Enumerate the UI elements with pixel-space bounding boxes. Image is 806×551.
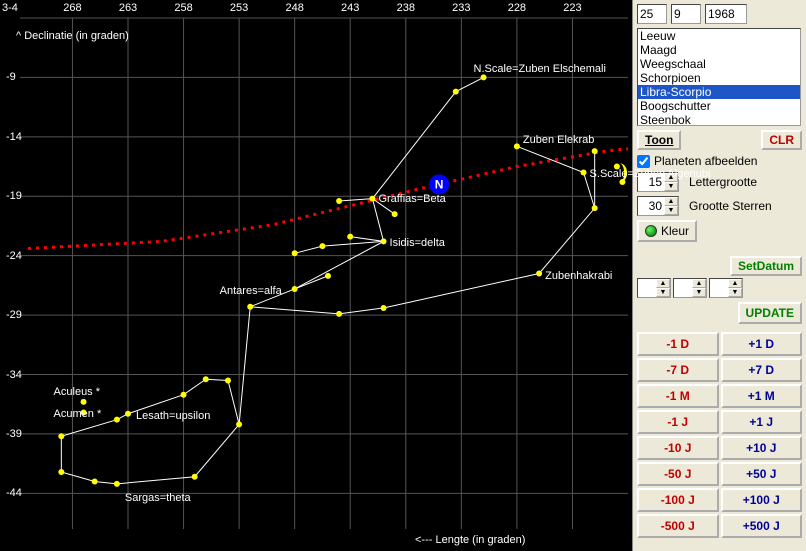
y-axis-label: ^ Declinatie (in graden)	[16, 30, 129, 42]
star-chart: N -9 -14 -19 -24 -29 -34 -39 -44 268 263 258 253 24…	[0, 0, 632, 551]
y-tick: -29	[6, 309, 22, 321]
nav-grid: -1 D+1 D-7 D+7 D-1 M+1 M-1 J+1 J-10 J+10…	[637, 332, 802, 538]
star-label: Isidis=delta	[390, 237, 445, 249]
nav-back-button[interactable]: -1 M	[637, 384, 719, 408]
nav-fwd-button[interactable]: +50 J	[721, 462, 803, 486]
color-button[interactable]: Kleur	[637, 220, 697, 242]
nav-back-button[interactable]: -10 J	[637, 436, 719, 460]
nav-back-button[interactable]: -1 J	[637, 410, 719, 434]
list-item[interactable]: Weegschaal	[638, 57, 800, 71]
nav-back-button[interactable]: -500 J	[637, 514, 719, 538]
x-tick: 238	[397, 2, 415, 14]
planets-checkbox[interactable]	[637, 155, 650, 168]
constellation-listbox[interactable]: LeeuwMaagdWeegschaalSchorpioenLibra-Scor…	[637, 28, 801, 126]
nav-back-button[interactable]: -1 D	[637, 332, 719, 356]
y-tick: -24	[6, 250, 22, 262]
x-tick: 258	[174, 2, 192, 14]
control-panel: LeeuwMaagdWeegschaalSchorpioenLibra-Scor…	[632, 0, 806, 551]
list-item[interactable]: Boogschutter	[638, 99, 800, 113]
y-tick: -14	[6, 131, 22, 143]
top-left-marker: 3-4	[2, 2, 18, 14]
triplet-y-input[interactable]	[710, 281, 728, 295]
list-item[interactable]: Libra-Scorpio	[638, 85, 800, 99]
x-tick: 223	[563, 2, 581, 14]
chevron-down-icon[interactable]: ▼	[664, 182, 678, 191]
clr-button[interactable]: CLR	[761, 130, 802, 150]
svg-text:N: N	[435, 177, 444, 191]
date-triplet: ▲▼ ▲▼ ▲▼	[637, 278, 802, 298]
nav-back-button[interactable]: -7 D	[637, 358, 719, 382]
toon-button[interactable]: Toon	[637, 130, 681, 150]
nav-fwd-button[interactable]: +1 D	[721, 332, 803, 356]
year-input[interactable]	[705, 4, 747, 24]
triplet-y-spinner[interactable]: ▲▼	[709, 278, 743, 298]
list-item[interactable]: Steenbok	[638, 113, 800, 126]
nav-fwd-button[interactable]: +7 D	[721, 358, 803, 382]
nav-fwd-button[interactable]: +500 J	[721, 514, 803, 538]
y-tick: -9	[6, 71, 16, 83]
color-label: Kleur	[661, 224, 689, 238]
x-tick: 248	[285, 2, 303, 14]
list-item[interactable]: Schorpioen	[638, 71, 800, 85]
star-size-spinner[interactable]: ▲▼	[637, 196, 679, 216]
x-tick: 268	[63, 2, 81, 14]
star-label: Zuben Elekrab	[523, 134, 595, 146]
star-label: N.Scale=Zuben Elschemali	[474, 63, 606, 75]
star-label: S.Scale=Zuben Algenubi	[590, 168, 711, 180]
x-tick: 233	[452, 2, 470, 14]
star-label: Acumen *	[54, 408, 102, 420]
star-label: Lesath=upsilon	[136, 410, 210, 422]
star-label: Aculeus *	[54, 386, 100, 398]
y-tick: -34	[6, 369, 22, 381]
triplet-m-input[interactable]	[674, 281, 692, 295]
triplet-d-input[interactable]	[638, 281, 656, 295]
list-item[interactable]: Leeuw	[638, 29, 800, 43]
day-input[interactable]	[637, 4, 667, 24]
month-input[interactable]	[671, 4, 701, 24]
nav-fwd-button[interactable]: +1 J	[721, 410, 803, 434]
nav-fwd-button[interactable]: +10 J	[721, 436, 803, 460]
x-tick: 253	[230, 2, 248, 14]
star-size-input[interactable]	[638, 199, 664, 213]
star-label: Antares=alfa	[220, 285, 282, 297]
chevron-up-icon[interactable]: ▲	[664, 197, 678, 206]
nav-fwd-button[interactable]: +100 J	[721, 488, 803, 512]
setdatum-button[interactable]: SetDatum	[730, 256, 802, 276]
star-label: Sargas=theta	[125, 492, 191, 504]
chevron-down-icon[interactable]: ▼	[664, 206, 678, 215]
planets-label: Planeten afbeelden	[654, 154, 757, 168]
x-tick: 263	[119, 2, 137, 14]
update-button[interactable]: UPDATE	[738, 302, 802, 324]
date-row	[637, 4, 802, 24]
nav-back-button[interactable]: -50 J	[637, 462, 719, 486]
triplet-m-spinner[interactable]: ▲▼	[673, 278, 707, 298]
star-size-label: Grootte Sterren	[689, 199, 772, 213]
nav-back-button[interactable]: -100 J	[637, 488, 719, 512]
y-tick: -19	[6, 190, 22, 202]
x-axis-label: <--- Lengte (in graden)	[415, 534, 525, 546]
x-tick: 243	[341, 2, 359, 14]
y-tick: -44	[6, 487, 22, 499]
nav-fwd-button[interactable]: +1 M	[721, 384, 803, 408]
list-item[interactable]: Maagd	[638, 43, 800, 57]
x-tick: 228	[508, 2, 526, 14]
star-label: Zubenhakrabi	[545, 270, 612, 282]
color-dot-icon	[645, 225, 657, 237]
y-tick: -39	[6, 428, 22, 440]
triplet-d-spinner[interactable]: ▲▼	[637, 278, 671, 298]
star-label: Graffias=Beta	[378, 193, 445, 205]
